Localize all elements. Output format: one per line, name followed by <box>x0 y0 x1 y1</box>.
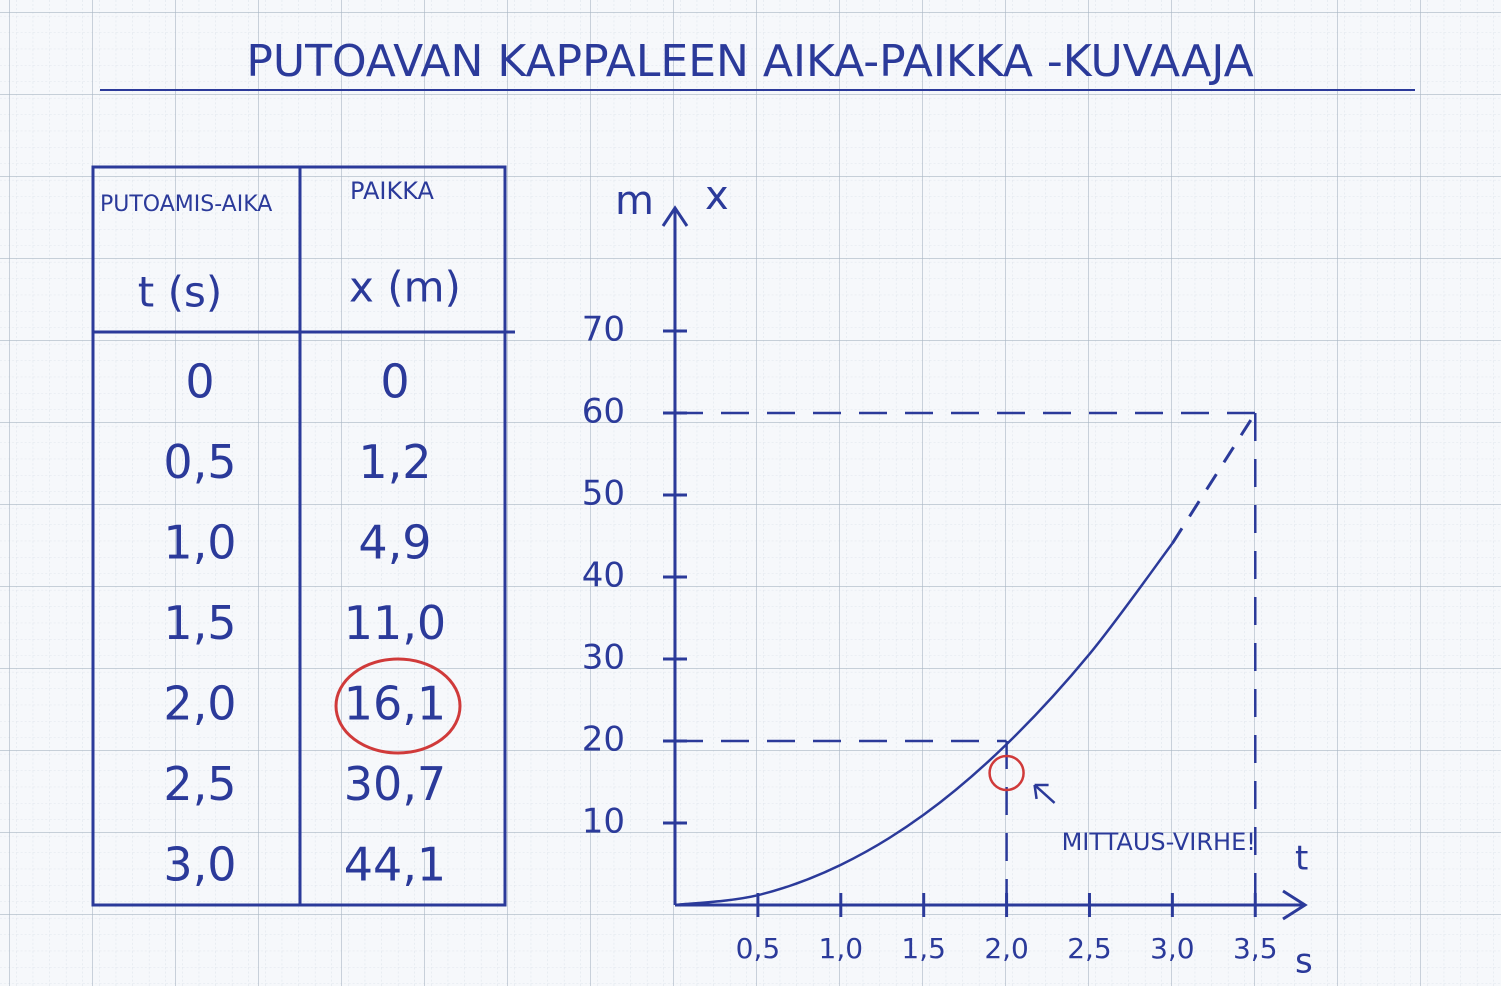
cell: 2,5 <box>163 757 236 811</box>
cell: 1,2 <box>358 435 431 489</box>
header-unit: x (m) <box>349 263 461 312</box>
cell: 0 <box>380 355 409 409</box>
y-tick-label: 50 <box>582 474 625 514</box>
y-axis-label: x <box>705 173 729 219</box>
cell: 4,9 <box>358 516 431 570</box>
x-axis-unit: s <box>1295 942 1313 982</box>
cell: 3,0 <box>163 838 236 892</box>
y-tick-label: 70 <box>582 310 625 350</box>
x-tick-label: 1,0 <box>819 932 864 965</box>
cell: 30,7 <box>344 757 446 811</box>
x-axis-label: t <box>1295 839 1308 879</box>
x-tick-label: 2,5 <box>1067 932 1112 965</box>
annotation: MITTAUS-VIRHE! <box>1062 828 1256 856</box>
cell: 2,0 <box>163 677 236 731</box>
cell: 1,5 <box>163 596 236 650</box>
x-tick-label: 2,0 <box>984 932 1029 965</box>
y-axis-unit: m <box>615 178 654 224</box>
title: PUTOAVAN KAPPALEEN AIKA-PAIKKA -KUVAAJA <box>246 36 1253 87</box>
header-unit: t (s) <box>138 268 222 317</box>
x-tick-label: 0,5 <box>736 932 781 965</box>
y-tick-label: 40 <box>582 556 625 596</box>
cell: 0,5 <box>163 435 236 489</box>
y-tick-label: 30 <box>582 638 625 678</box>
x-tick-label: 1,5 <box>901 932 946 965</box>
header-text: PUTOAMIS-AIKA <box>100 192 272 217</box>
x-tick-label: 3,5 <box>1233 932 1278 965</box>
cell: 16,1 <box>344 677 446 731</box>
header-text: PAIKKA <box>350 177 434 205</box>
cell: 11,0 <box>344 596 446 650</box>
page: PUTOAVAN KAPPALEEN AIKA-PAIKKA -KUVAAJA … <box>0 0 1501 986</box>
cell: 0 <box>185 355 214 409</box>
cell: 1,0 <box>163 516 236 570</box>
cell: 44,1 <box>344 838 446 892</box>
y-tick-label: 10 <box>582 802 625 842</box>
x-tick-label: 3,0 <box>1150 932 1195 965</box>
y-tick-label: 60 <box>582 392 625 432</box>
y-tick-label: 20 <box>582 720 625 760</box>
